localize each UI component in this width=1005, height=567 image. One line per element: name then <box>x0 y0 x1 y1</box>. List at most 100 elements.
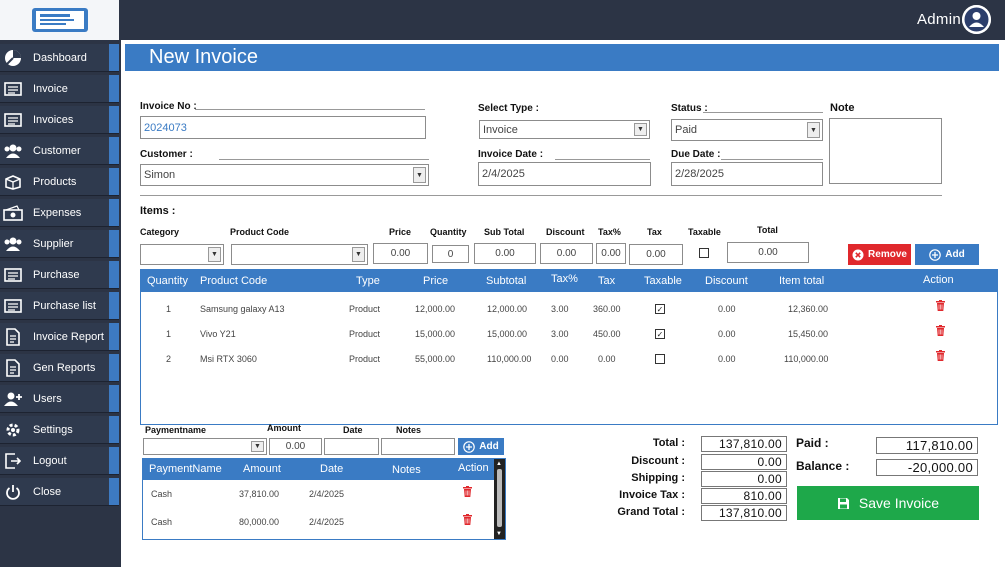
price-field[interactable]: 0.00 <box>373 243 428 264</box>
sidebar-item-label: Settings <box>33 423 73 436</box>
plus-circle-icon <box>463 440 476 453</box>
payment-date-field[interactable] <box>324 438 379 455</box>
items-table-header: Quantity Product Code Type Price Subtota… <box>141 270 997 292</box>
total-summary-label: Total : <box>652 437 685 449</box>
subtotal-field[interactable]: 0.00 <box>474 243 536 264</box>
chevron-down-icon: ▼ <box>352 247 365 262</box>
col-notes: Notes <box>392 464 421 476</box>
product-code-select[interactable]: ▼ <box>231 244 368 265</box>
tax-field[interactable]: 0.00 <box>629 244 683 265</box>
sidebar-item-products[interactable]: Products <box>0 168 119 196</box>
payment-row[interactable]: Cash 80,000.00 2/4/2025 <box>143 514 493 533</box>
sidebar-item-customer[interactable]: Customer <box>0 137 119 165</box>
save-invoice-button[interactable]: Save Invoice <box>797 486 979 520</box>
sidebar-item-invoice-report[interactable]: Invoice Report <box>0 323 119 351</box>
trash-icon[interactable] <box>936 325 945 336</box>
sidebar: Dashboard Invoice Invoices Customer Prod… <box>0 40 119 567</box>
sidebar-item-supplier[interactable]: Supplier <box>0 230 119 258</box>
sidebar-item-expenses[interactable]: Expenses <box>0 199 119 227</box>
table-row[interactable]: 1 Vivo Y21 Product 15,000.00 15,000.00 3… <box>141 325 997 349</box>
note-label: Note <box>830 102 855 114</box>
status-select[interactable]: Paid ▼ <box>671 119 823 141</box>
quantity-field[interactable]: 0 <box>432 245 469 263</box>
sidebar-item-purchase[interactable]: Purchase <box>0 261 119 289</box>
paid-label: Paid : <box>796 436 829 450</box>
trash-icon[interactable] <box>936 300 945 311</box>
gen-reports-icon <box>3 358 23 377</box>
payment-notes-field[interactable] <box>381 438 455 455</box>
sidebar-item-invoices[interactable]: Invoices <box>0 106 119 134</box>
user-name: Admin <box>916 11 961 28</box>
payment-row[interactable]: Cash 37,810.00 2/4/2025 <box>143 486 493 505</box>
expenses-icon <box>3 204 23 222</box>
col-type: Type <box>356 275 380 287</box>
purchase-list-icon <box>3 297 23 315</box>
payments-scrollbar[interactable]: ▲ ▼ <box>494 459 505 539</box>
discount-summary-label: Discount : <box>631 455 685 467</box>
trash-icon[interactable] <box>463 486 472 497</box>
trash-icon[interactable] <box>936 350 945 361</box>
sidebar-item-close[interactable]: Close <box>0 478 119 506</box>
sidebar-item-gen-reports[interactable]: Gen Reports <box>0 354 119 382</box>
category-select[interactable]: ▼ <box>140 244 224 265</box>
settings-icon <box>3 421 23 439</box>
chevron-down-icon: ▼ <box>251 441 264 452</box>
sidebar-item-dashboard[interactable]: Dashboard <box>0 44 119 72</box>
invoice-date-field[interactable]: 2/4/2025 <box>478 162 651 186</box>
sidebar-item-label: Supplier <box>33 237 74 250</box>
sidebar-item-label: Invoice Report <box>33 330 104 343</box>
customer-select[interactable]: Simon ▼ <box>140 164 429 186</box>
taxable-checkbox[interactable] <box>655 354 665 364</box>
note-textarea[interactable] <box>829 118 942 184</box>
customer-icon <box>3 142 23 160</box>
col-price: Price <box>423 275 449 287</box>
taxable-checkbox[interactable]: ✓ <box>655 304 665 314</box>
balance-label: Balance : <box>796 459 850 473</box>
shipping-summary-label: Shipping : <box>631 472 685 484</box>
sidebar-item-purchase-list[interactable]: Purchase list <box>0 292 119 320</box>
add-payment-button[interactable]: Add <box>458 438 504 455</box>
remove-button[interactable]: Remove <box>848 244 911 265</box>
invoice-no-label: Invoice No : <box>140 101 197 112</box>
taxable-checkbox[interactable] <box>699 248 709 258</box>
sidebar-item-label: Gen Reports <box>33 361 96 374</box>
total-label: Total <box>757 225 778 235</box>
logout-icon <box>3 452 23 470</box>
payment-amount-field[interactable]: 0.00 <box>269 438 322 455</box>
due-date-field[interactable]: 2/28/2025 <box>671 162 823 186</box>
table-row[interactable]: 1 Samsung galaxy A13 Product 12,000.00 1… <box>141 300 997 324</box>
customer-value: Simon <box>144 169 176 181</box>
remove-icon <box>852 249 864 260</box>
category-label: Category <box>140 227 180 237</box>
page-title: New Invoice <box>125 44 999 71</box>
discount-summary-value[interactable]: 0.00 <box>701 454 787 470</box>
invoices-icon <box>3 111 23 129</box>
sidebar-item-logout[interactable]: Logout <box>0 447 119 475</box>
total-field[interactable]: 0.00 <box>727 242 809 263</box>
discount-field[interactable]: 0.00 <box>540 243 593 264</box>
taxpct-field[interactable]: 0.00 <box>596 243 626 264</box>
col-taxpct: Tax% <box>551 273 578 285</box>
user-avatar-icon[interactable] <box>962 5 991 34</box>
col-payment-name: PaymentName <box>149 463 222 475</box>
product-code-label: Product Code <box>230 227 290 237</box>
sidebar-item-users[interactable]: Users <box>0 385 119 413</box>
invoice-no-field[interactable]: 2024073 <box>140 116 426 139</box>
col-discount: Discount <box>705 275 748 287</box>
table-row[interactable]: 2 Msi RTX 3060 Product 55,000.00 110,000… <box>141 350 997 374</box>
taxable-checkbox[interactable]: ✓ <box>655 329 665 339</box>
total-summary-value: 137,810.00 <box>701 436 787 452</box>
products-icon <box>3 173 23 191</box>
shipping-summary-value[interactable]: 0.00 <box>701 471 787 487</box>
discount-label: Discount <box>546 227 585 237</box>
power-icon <box>3 483 23 501</box>
sidebar-item-settings[interactable]: Settings <box>0 416 119 444</box>
due-date-label: Due Date : <box>671 149 721 160</box>
paid-value: 117,810.00 <box>876 437 978 454</box>
select-type-select[interactable]: Invoice ▼ <box>479 120 650 139</box>
sidebar-item-invoice[interactable]: Invoice <box>0 75 119 103</box>
add-item-button[interactable]: Add <box>915 244 979 265</box>
sidebar-item-label: Close <box>33 485 62 498</box>
payment-name-select[interactable]: ▼ <box>143 438 267 455</box>
trash-icon[interactable] <box>463 514 472 525</box>
